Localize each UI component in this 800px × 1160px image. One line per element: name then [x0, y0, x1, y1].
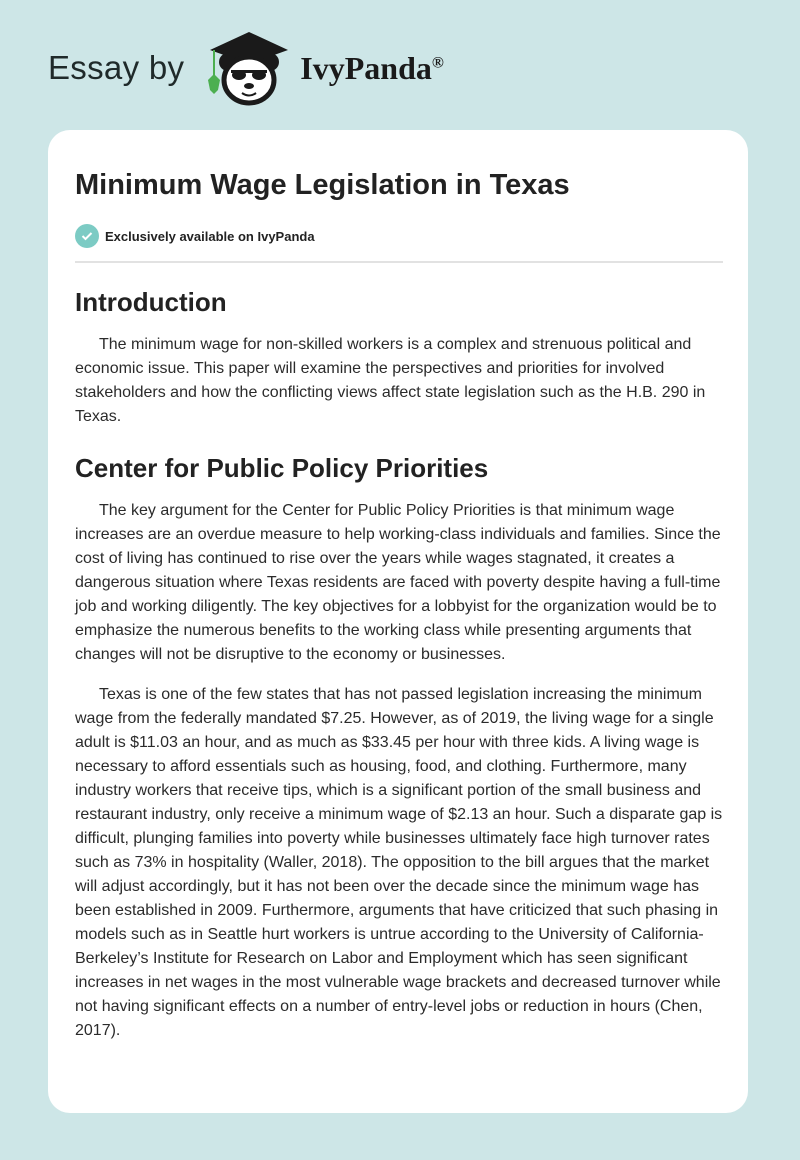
brand-text: IvyPanda: [300, 49, 432, 86]
page-title: Minimum Wage Legislation in Texas: [75, 169, 570, 201]
paragraph: The key argument for the Center for Publ…: [75, 502, 721, 663]
section-heading: Introduction: [75, 287, 227, 317]
section-heading: Center for Public Policy Priorities: [75, 453, 489, 483]
ivypanda-logo-icon[interactable]: [204, 28, 294, 108]
essay-by-label: Essay by: [48, 49, 185, 86]
paragraph: Texas is one of the few states that has …: [75, 686, 723, 1039]
brand-name: IvyPanda®: [300, 50, 444, 87]
site-header: Essay by IvyPanda®: [48, 28, 444, 108]
paragraph: The minimum wage for non-skilled workers…: [75, 336, 706, 425]
divider: [75, 261, 723, 263]
check-icon: [75, 224, 99, 248]
registered-mark: ®: [431, 53, 444, 71]
essay-card: Minimum Wage Legislation in Texas Exclus…: [48, 130, 748, 1113]
badge-text: Exclusively available on IvyPanda: [105, 228, 315, 244]
exclusive-badge: Exclusively available on IvyPanda: [75, 224, 723, 248]
